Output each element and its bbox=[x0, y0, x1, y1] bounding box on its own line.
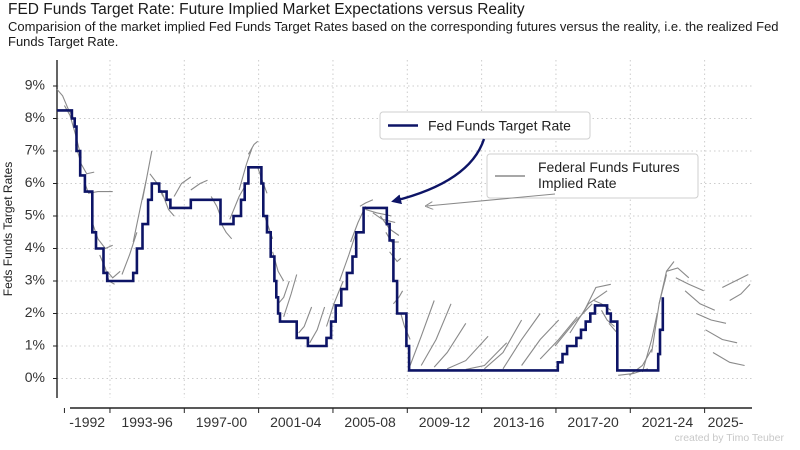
x-tick-label: 2001-04 bbox=[270, 414, 322, 430]
futures-implied-line bbox=[400, 313, 411, 340]
legend-label-futures: Federal Funds Futures Implied Rate bbox=[538, 159, 680, 191]
futures-implied-line bbox=[409, 300, 435, 366]
x-tick-label: 2025- bbox=[708, 414, 744, 430]
legend-label-target: Fed Funds Target Rate bbox=[428, 118, 571, 134]
futures-implied-line bbox=[582, 283, 611, 314]
y-tick-label: 8% bbox=[25, 109, 45, 125]
futures-implied-line bbox=[392, 290, 404, 305]
futures-implied-line bbox=[298, 306, 313, 334]
x-tick-label: 1993-96 bbox=[121, 414, 173, 430]
futures-implied-line bbox=[521, 319, 560, 366]
futures-implied-line bbox=[238, 147, 253, 191]
futures-implied-line bbox=[420, 303, 452, 366]
futures-implied-line bbox=[173, 176, 192, 197]
legend-box-target bbox=[379, 111, 591, 140]
futures-implied-line bbox=[141, 150, 153, 200]
futures-implied-line bbox=[722, 274, 749, 288]
futures-implied-line bbox=[75, 144, 95, 175]
futures-implied-line bbox=[696, 312, 727, 324]
futures-implied-line bbox=[629, 349, 653, 376]
futures-implied-line bbox=[309, 306, 326, 344]
futures-implied-line bbox=[338, 232, 357, 282]
futures-implied-line bbox=[283, 274, 298, 317]
y-tick-label: 0% bbox=[25, 369, 45, 385]
chart-title: FED Funds Target Rate: Future Implied Ma… bbox=[8, 1, 525, 18]
futures-implied-line bbox=[684, 290, 716, 311]
futures-implied-line bbox=[160, 189, 175, 217]
futures-implied-line bbox=[389, 251, 402, 263]
futures-implied-line bbox=[601, 310, 615, 327]
futures-implied-line bbox=[484, 319, 523, 370]
y-tick-label: 5% bbox=[25, 207, 45, 223]
x-tick-label: 2005-08 bbox=[344, 414, 396, 430]
futures-implied-line bbox=[446, 335, 489, 370]
futures-implied-line bbox=[641, 313, 658, 373]
futures-implied-line bbox=[705, 329, 738, 344]
futures-implied-line bbox=[91, 222, 113, 250]
y-tick-label: 7% bbox=[25, 142, 45, 158]
futures-implied-line bbox=[247, 140, 259, 155]
y-tick-label: 6% bbox=[25, 174, 45, 190]
y-tick-label: 9% bbox=[25, 77, 45, 93]
futures-implied-line bbox=[569, 290, 608, 334]
futures-implied-line bbox=[658, 261, 675, 304]
x-tick-label: 2021-24 bbox=[642, 414, 694, 430]
futures-implied-line bbox=[666, 267, 690, 279]
x-tick-label: 2009-12 bbox=[419, 414, 471, 430]
x-tick-label: 2013-16 bbox=[493, 414, 545, 430]
x-tick-label: 1997-00 bbox=[196, 414, 248, 430]
y-axis-label: Feds Funds Target Rates bbox=[1, 162, 15, 297]
futures-implied-line bbox=[554, 303, 593, 347]
y-tick-label: 3% bbox=[25, 272, 45, 288]
credit-watermark: created by Timo Teuber bbox=[674, 432, 784, 444]
futures-implied-line bbox=[121, 232, 138, 275]
futures-implied-line bbox=[190, 179, 208, 191]
futures-implied-line bbox=[675, 277, 704, 292]
futures-implied-line bbox=[712, 352, 745, 367]
x-tick-label: -1992 bbox=[69, 414, 105, 430]
futures-implied-line bbox=[106, 270, 121, 279]
y-tick-label: 4% bbox=[25, 239, 45, 255]
annotation-arrow-target bbox=[391, 138, 486, 205]
x-tick-label: 2017-20 bbox=[567, 414, 619, 430]
y-tick-label: 2% bbox=[25, 304, 45, 320]
legend-box-futures bbox=[486, 153, 699, 199]
futures-implied-line bbox=[539, 316, 578, 360]
annotation-arrow-futures bbox=[427, 193, 556, 206]
futures-implied-line bbox=[220, 222, 233, 240]
futures-implied-line bbox=[359, 199, 374, 207]
fed-funds-target-rate-line bbox=[57, 109, 665, 372]
futures-implied-line bbox=[502, 313, 541, 370]
futures-implied-line bbox=[729, 283, 751, 301]
y-tick-label: 1% bbox=[25, 337, 45, 353]
futures-implied-line bbox=[433, 323, 467, 368]
futures-implied-line bbox=[465, 342, 508, 370]
chart-subtitle: Comparision of the market implied Fed Fu… bbox=[8, 19, 779, 49]
futures-implied-line bbox=[385, 232, 399, 243]
futures-implied-line bbox=[277, 280, 290, 305]
